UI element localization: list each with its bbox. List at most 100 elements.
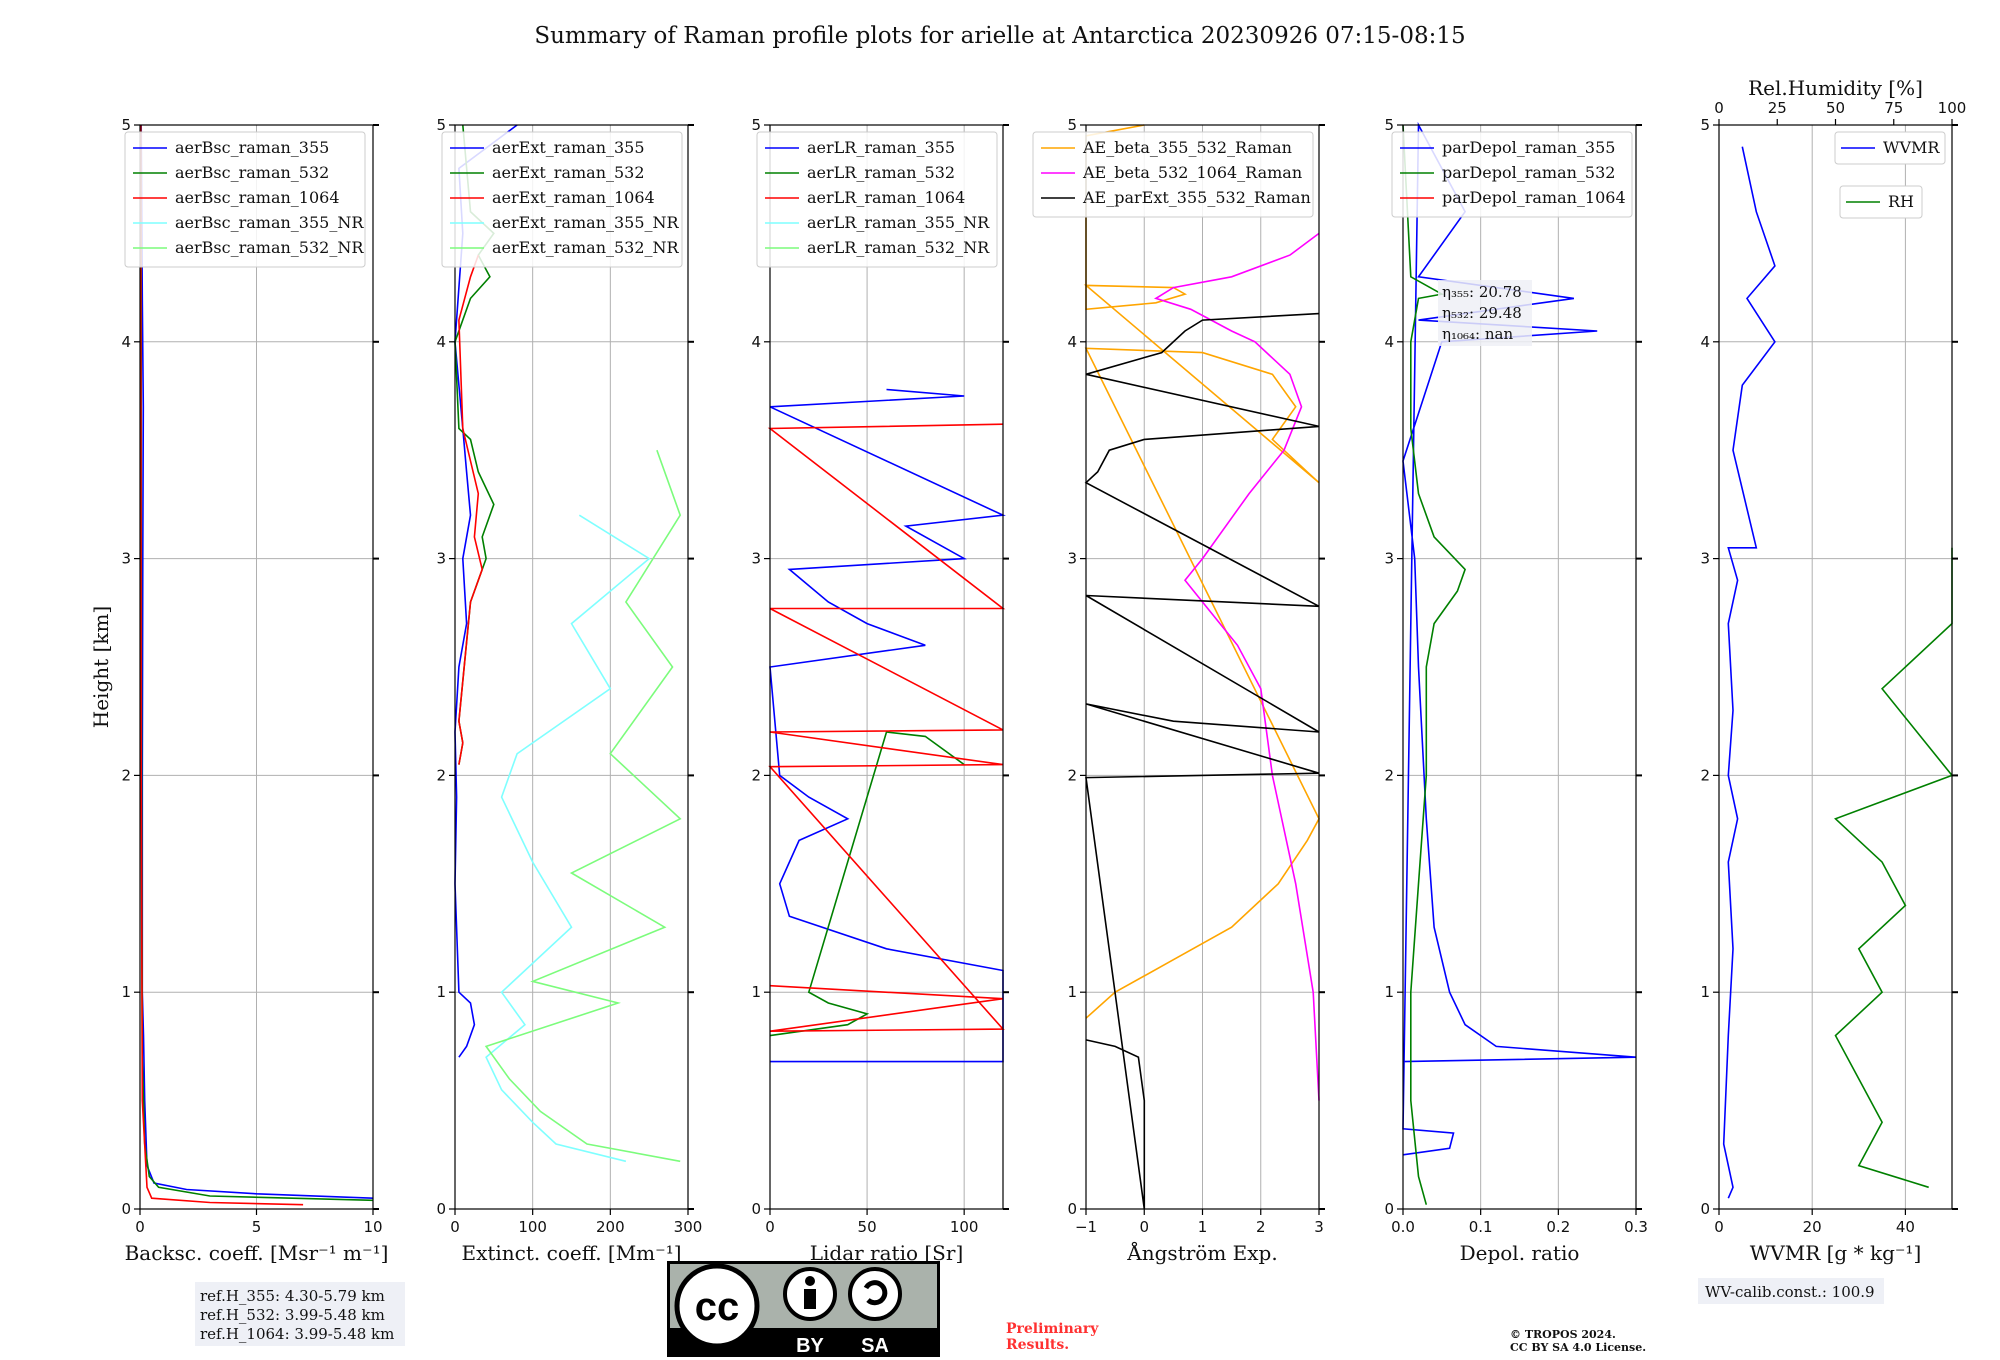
legend-label: AE_beta_532_1064_Raman <box>1082 163 1302 182</box>
series-line-aerLR_raman_532 <box>769 731 965 1037</box>
y-tick-label: 5 <box>1700 116 1710 134</box>
series-line-aerExt_raman_1064 <box>458 254 484 765</box>
legend-label: aerExt_raman_532_NR <box>492 238 680 257</box>
legend-frame <box>124 131 366 268</box>
series-line-parDepol_raman_355 <box>1402 121 1637 1156</box>
legend-label: aerExt_raman_1064 <box>492 188 655 207</box>
legend-label: parDepol_raman_355 <box>1442 138 1615 157</box>
legend-frame <box>1834 131 1946 165</box>
legend-label: aerExt_raman_355 <box>492 138 645 157</box>
series-line-AE_parExt_355_532_Raman <box>1084 312 1320 1210</box>
x-tick-label: 1 <box>1198 1218 1208 1236</box>
x-tick-label: 40 <box>1896 1218 1915 1236</box>
axes-frame <box>1402 124 1637 1210</box>
y-tick-label: 1 <box>121 983 131 1001</box>
refh-box: ref.H_355: 4.30-5.79 km ref.H_532: 3.99-… <box>195 1282 405 1346</box>
figure-title: Summary of Raman profile plots for ariel… <box>534 23 1465 49</box>
legend-label: aerExt_raman_355_NR <box>492 213 680 232</box>
series-line-RH <box>1834 547 1954 1189</box>
x-tick-label: 0 <box>765 1218 775 1236</box>
y-tick-label: 0 <box>1700 1200 1710 1218</box>
x-tick-label: 0 <box>1139 1218 1149 1236</box>
by-person-body <box>804 1289 816 1309</box>
y-tick-label: 1 <box>751 983 761 1001</box>
x-axis-label: Extinct. coeff. [Mm⁻¹] <box>461 1241 681 1265</box>
legend: WVMR RH <box>1834 131 1946 219</box>
legend-label: aerLR_raman_532_NR <box>807 238 990 257</box>
x-tick-label: 20 <box>1803 1218 1822 1236</box>
panel-bsc: 0 1 2 3 4 5 0 5 10 Backsc. coeff. [Msr⁻¹ m⁻¹] Heig… <box>89 116 388 1265</box>
y-tick-label: 3 <box>1067 550 1077 568</box>
x-tick-label: 300 <box>674 1218 703 1236</box>
legend-label: AE_beta_355_532_Raman <box>1082 138 1292 157</box>
y-tick-label: 5 <box>1384 116 1394 134</box>
x2-axis-label: Rel.Humidity [%] <box>1748 76 1923 100</box>
y-tick-label: 1 <box>1700 983 1710 1001</box>
legend-frame <box>441 131 683 268</box>
y-tick-label: 2 <box>1067 766 1077 784</box>
x-axis-label: WVMR [g * kg⁻¹] <box>1750 1241 1922 1265</box>
y-tick-label: 5 <box>121 116 131 134</box>
y-tick-label: 4 <box>751 333 761 351</box>
wv-calib-bg <box>1698 1278 1884 1304</box>
y-tick-label: 2 <box>121 766 131 784</box>
x-tick-label: −1 <box>1075 1218 1097 1236</box>
axes-frame <box>454 124 689 1210</box>
x2-tick-label: 100 <box>1938 99 1967 117</box>
x-tick-label: 0.1 <box>1469 1218 1493 1236</box>
y-tick-label: 2 <box>436 766 446 784</box>
legend-label: parDepol_raman_532 <box>1442 163 1615 182</box>
y-tick-label: 4 <box>1067 333 1077 351</box>
legend-frame <box>1391 131 1633 218</box>
preliminary-line-2: Results. <box>1006 1337 1069 1353</box>
y-tick-label: 4 <box>1384 333 1394 351</box>
legend: AE_beta_355_532_Raman AE_beta_532_1064_Ra… <box>1032 131 1314 218</box>
x-axis-label: Backsc. coeff. [Msr⁻¹ m⁻¹] <box>125 1241 389 1265</box>
x-axis-label: Ångström Exp. <box>1126 1240 1277 1265</box>
legend-label: WVMR <box>1883 138 1940 157</box>
x-tick-label: 0.3 <box>1624 1218 1648 1236</box>
y-tick-label: 0 <box>436 1200 446 1218</box>
x-tick-label: 0.0 <box>1391 1218 1415 1236</box>
x-tick-label: 50 <box>858 1218 877 1236</box>
refh-line-1: ref.H_355: 4.30-5.79 km <box>200 1287 385 1305</box>
y-axis-label: Height [km] <box>89 606 113 728</box>
legend-label: aerBsc_raman_355 <box>175 138 329 157</box>
series-line-WVMR <box>1722 146 1776 1199</box>
refh-box-bg <box>195 1282 405 1346</box>
refh-line-2: ref.H_532: 3.99-5.48 km <box>200 1306 385 1324</box>
y-tick-label: 1 <box>1067 983 1077 1001</box>
cc-icon-text: cc <box>695 1285 740 1329</box>
y-tick-label: 2 <box>1384 766 1394 784</box>
x-tick-label: 2 <box>1256 1218 1266 1236</box>
y-tick-label: 3 <box>751 550 761 568</box>
y-tick-label: 1 <box>1384 983 1394 1001</box>
series-line-aerExt_raman_532_NR <box>484 449 682 1163</box>
eta-box: η₃₅₅: 20.78 η₅₃₂: 29.48 η₁₀₆₄: nan <box>1438 280 1532 346</box>
y-tick-label: 1 <box>436 983 446 1001</box>
y-tick-label: 0 <box>751 1200 761 1218</box>
copyright-line-1: © TROPOS 2024. <box>1510 1328 1616 1341</box>
series-line-aerLR_raman_1064 <box>767 423 1006 1032</box>
legend: parDepol_raman_355 parDepol_raman_532 parD… <box>1391 131 1633 218</box>
legend-label: aerLR_raman_1064 <box>807 188 965 207</box>
x-tick-label: 3 <box>1314 1218 1324 1236</box>
y-tick-label: 3 <box>121 550 131 568</box>
y-tick-label: 0 <box>1384 1200 1394 1218</box>
cc-icon <box>674 1263 760 1349</box>
cc-by-text: BY <box>796 1335 824 1357</box>
panel-depol: 0 1 2 3 4 5 0.0 0.1 0.2 0.3 Depol. ratio parDepol_r… <box>1384 116 1647 1265</box>
legend-label: aerExt_raman_532 <box>492 163 645 182</box>
y-tick-label: 0 <box>1067 1200 1077 1218</box>
x2-tick-label: 50 <box>1826 99 1845 117</box>
legend-label: aerBsc_raman_1064 <box>175 188 340 207</box>
eta-box-bg <box>1438 280 1532 346</box>
by-person-head <box>805 1276 815 1286</box>
sa-arc <box>863 1280 888 1306</box>
series-line-aerBsc_raman_355 <box>140 124 374 1199</box>
legend: aerLR_raman_355 aerLR_raman_532 aerLR_rama… <box>756 131 998 268</box>
legend-label: aerLR_raman_355_NR <box>807 213 990 232</box>
